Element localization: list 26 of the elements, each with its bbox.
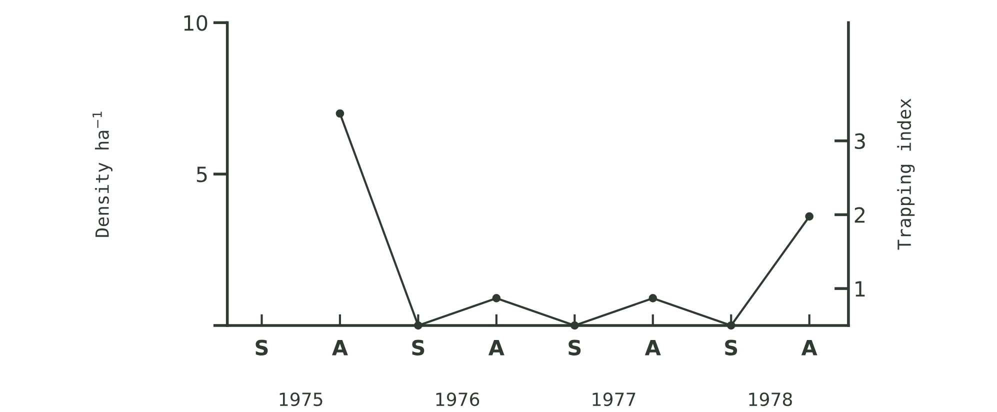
x-tick-label: A	[488, 340, 504, 356]
point	[570, 321, 579, 330]
y-tick-label: 10	[184, 15, 208, 31]
y2-tick-label: 3	[854, 133, 865, 150]
text: 1975	[280, 392, 322, 406]
point	[805, 212, 814, 221]
x-tick-label: S	[412, 340, 424, 356]
x-tick-label: S	[568, 340, 581, 356]
point	[648, 294, 658, 302]
x-tick-label: A	[332, 340, 348, 356]
x-tick-label: S	[256, 340, 268, 356]
x-tick-label: A	[644, 340, 661, 356]
x-tick-label: S	[725, 340, 738, 356]
point	[336, 109, 344, 118]
x-tick-label: A	[801, 340, 818, 356]
point	[726, 321, 736, 330]
text: 1976	[436, 392, 480, 406]
text: 1978	[749, 392, 792, 406]
y2-axis-title: Trapping index	[897, 98, 915, 250]
point	[414, 321, 422, 330]
y2-tick-label: 1	[856, 281, 865, 296]
text: 1977	[592, 392, 636, 406]
y2-tick-label: 2	[854, 207, 864, 223]
y-tick-label: 5	[196, 166, 207, 182]
point	[492, 294, 501, 302]
y-axis-title: Density ha$^{−1}$	[92, 112, 112, 237]
